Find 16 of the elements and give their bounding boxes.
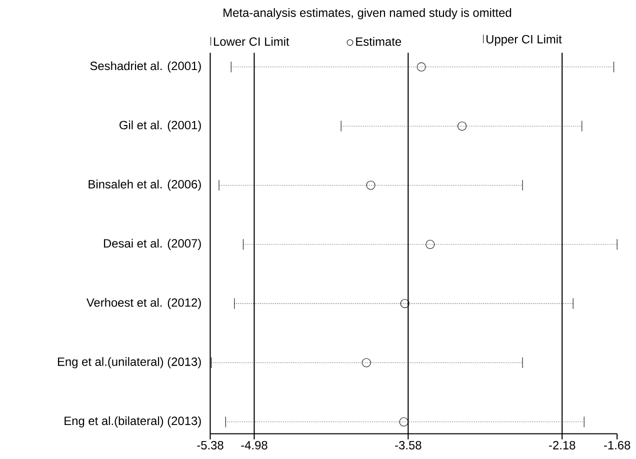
y-tick-label: Gil et al. (2001)	[120, 120, 201, 132]
x-tick-label: -2.18	[549, 441, 576, 450]
x-tick-label: -5.38	[197, 441, 224, 450]
x-tick-label: -3.58	[395, 441, 422, 450]
y-tick-label: Verhoest et al. (2012)	[86, 298, 201, 310]
chart-title: Meta-analysis estimates, given named study is omitted	[224, 8, 512, 20]
text: Upper CI Limit	[486, 34, 562, 46]
text: Lower CI Limit	[214, 37, 290, 46]
y-tick-label: Seshadriet al. (2001)	[90, 62, 201, 73]
y-tick-label: Binsaleh et al. (2006)	[88, 180, 201, 192]
x-tick-label: -1.68	[604, 441, 630, 450]
y-tick-label: Eng et al.(unilateral) (2013)	[58, 357, 201, 368]
legend-label: Estimate	[356, 37, 402, 46]
y-tick-label: Desai et al. (2007)	[104, 239, 201, 250]
x-tick-label: -4.98	[241, 441, 268, 450]
y-tick-label: Eng et al.(bilateral) (2013)	[64, 416, 201, 428]
